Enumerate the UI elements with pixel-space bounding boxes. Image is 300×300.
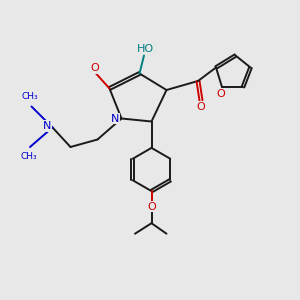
Text: HO: HO (137, 44, 154, 54)
Text: N: N (43, 121, 51, 131)
Text: O: O (147, 202, 156, 212)
Text: CH₃: CH₃ (22, 92, 38, 101)
Text: O: O (216, 88, 225, 99)
Text: O: O (90, 63, 99, 73)
Text: N: N (111, 113, 119, 124)
Text: O: O (196, 101, 206, 112)
Text: CH₃: CH₃ (20, 152, 37, 161)
